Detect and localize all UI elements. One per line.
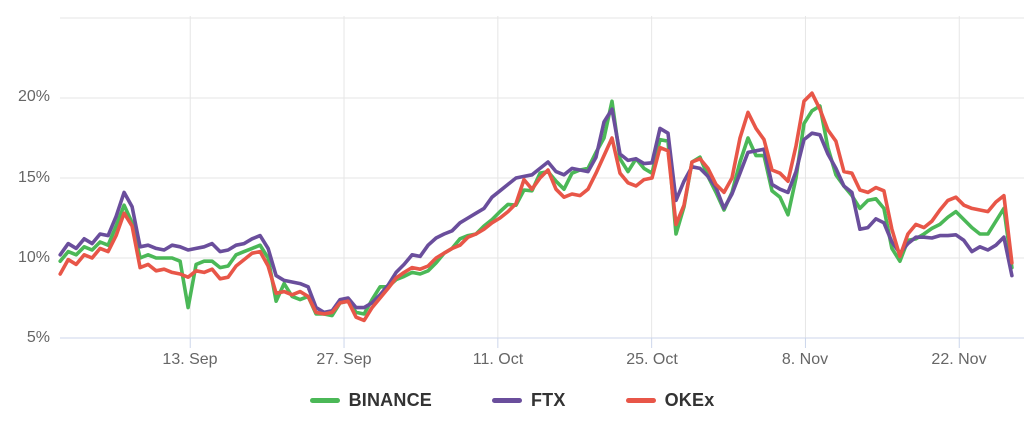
legend-label-ftx: FTX — [530, 390, 566, 410]
okex-line-swatch — [625, 398, 656, 403]
legend: BINANCE FTX OKEx — [0, 390, 1024, 411]
x-axis-label-27sep: 27. Sep — [316, 351, 372, 368]
legend-item-ftx[interactable]: FTX — [491, 390, 566, 411]
series-line-ftx[interactable] — [58, 107, 1014, 315]
x-axis-label-13sep: 13. Sep — [162, 351, 218, 368]
series-line-binance[interactable] — [58, 99, 1014, 318]
legend-item-okex[interactable]: OKEx — [625, 390, 715, 411]
legend-item-binance[interactable]: BINANCE — [309, 390, 432, 411]
y-axis-label-5: 5% — [26, 329, 50, 346]
y-axis-label-10: 10% — [17, 249, 50, 266]
binance-line-swatch — [309, 398, 340, 403]
legend-label-okex: OKEx — [664, 390, 715, 410]
x-axis-label-25oct: 25. Oct — [626, 351, 678, 368]
series-line-okex[interactable] — [58, 91, 1014, 323]
y-axis-label-20: 20% — [17, 88, 50, 105]
ftx-line-swatch — [491, 398, 522, 403]
x-axis-label-11oct: 11. Oct — [472, 351, 524, 368]
x-axis-label-8nov: 8. Nov — [781, 351, 829, 368]
legend-label-binance: BINANCE — [348, 390, 432, 410]
x-axis-label-22nov: 22. Nov — [931, 351, 987, 368]
y-axis-label-15: 15% — [17, 169, 50, 186]
